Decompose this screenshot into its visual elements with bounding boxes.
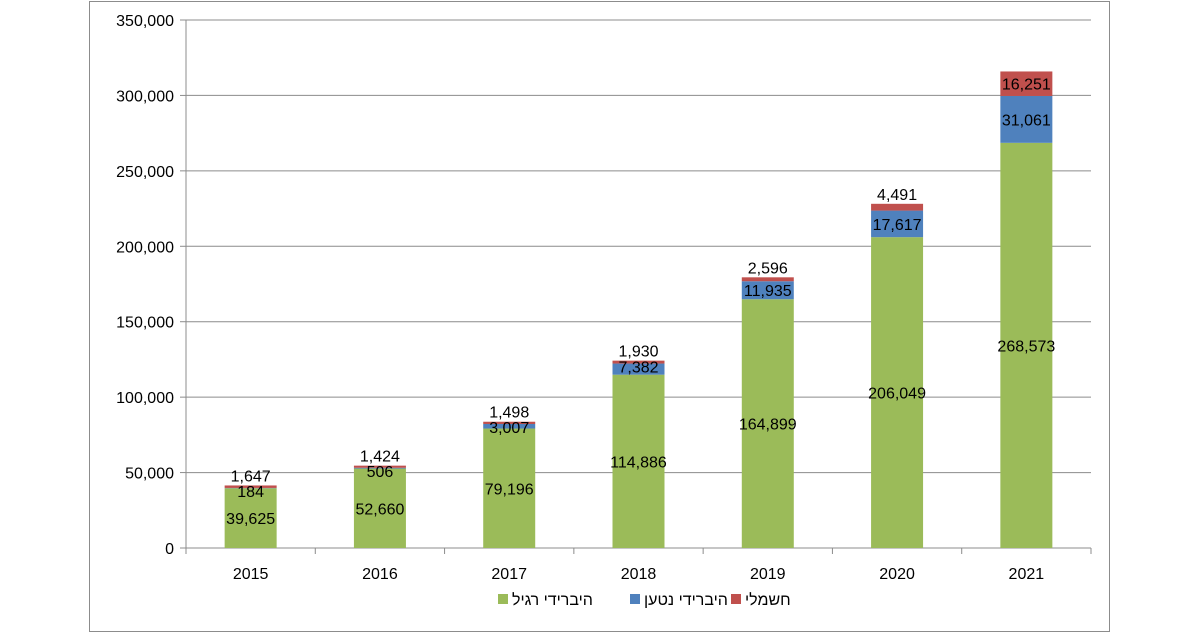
data-label: 164,899: [739, 417, 797, 434]
data-label: 2,596: [748, 260, 788, 277]
data-label: 39,625: [226, 511, 275, 528]
data-label: 17,617: [873, 217, 922, 234]
gridlines: [186, 19, 1091, 474]
y-tick-label: 200,000: [116, 239, 174, 256]
data-label: 1,498: [489, 405, 529, 422]
bar-segment: [612, 360, 665, 364]
x-tick-label: 2019: [750, 566, 786, 583]
y-tick-label: 50,000: [125, 466, 174, 483]
x-tick-label: 2015: [233, 566, 269, 583]
bar-segment: [871, 237, 924, 548]
legend-swatch: [731, 594, 741, 604]
data-label: 268,573: [997, 338, 1055, 355]
data-label: 1,424: [360, 449, 400, 466]
data-label: 79,196: [485, 481, 534, 498]
bar-segment: [483, 421, 536, 424]
bar-segment: [1000, 142, 1053, 548]
data-label: 184: [237, 484, 264, 501]
bar-segment: [1000, 71, 1053, 96]
x-tick-label: 2016: [362, 566, 398, 583]
y-tick-label: 350,000: [116, 13, 174, 30]
data-label: 3,007: [489, 420, 529, 437]
y-tick-label: 0: [165, 541, 174, 558]
bar-segment: [871, 203, 924, 211]
y-tick-label: 300,000: [116, 88, 174, 105]
data-labels: 39,6251841,64752,6605061,42479,1963,0071…: [226, 77, 1055, 528]
axes: 0 50,000 100,000 150,000 200,000 250,000 300,0…: [116, 13, 1092, 583]
stacked-bar-chart: 0 50,000 100,000 150,000 200,000 250,000 300,0…: [116, 13, 1092, 609]
bar-segment: [483, 428, 536, 548]
data-label: 114,886: [610, 454, 667, 471]
data-label: 16,251: [1002, 77, 1051, 94]
data-label: 7,382: [618, 360, 658, 377]
bar-segment: [1000, 95, 1053, 143]
legend: היברידי רגיל היברידי נטען חשמלי: [498, 591, 791, 609]
bar-segment: [741, 299, 794, 548]
data-label: 4,491: [877, 187, 917, 204]
x-tick-label: 2021: [1009, 566, 1045, 583]
data-label: 52,660: [355, 501, 404, 518]
bars: [224, 71, 1053, 548]
bar-segment: [224, 488, 277, 548]
bar-segment: [741, 277, 794, 282]
bar-segment: [612, 374, 665, 548]
y-tick-label: 250,000: [116, 164, 174, 181]
chart-frame: 0 50,000 100,000 150,000 200,000 250,000 300,0…: [89, 1, 1110, 632]
y-tick-label: 150,000: [116, 315, 174, 332]
legend-label: היברידי נטען: [644, 592, 728, 609]
data-label: 1,930: [618, 344, 658, 361]
data-label: 31,061: [1002, 112, 1051, 129]
bar-segment: [483, 423, 536, 429]
bar-segment: [741, 281, 794, 300]
bar-segment: [612, 363, 665, 375]
x-tick-label: 2017: [491, 566, 527, 583]
legend-label: חשמלי: [745, 591, 791, 609]
data-label: 206,049: [868, 386, 926, 403]
bar-segment: [871, 210, 924, 238]
legend-swatch: [630, 594, 640, 604]
bar-segment: [353, 465, 406, 468]
legend-swatch: [498, 594, 508, 604]
bar-segment: [353, 468, 406, 548]
x-tick-label: 2020: [879, 566, 915, 583]
data-label: 11,935: [744, 283, 792, 300]
legend-label: היברידי רגיל: [512, 591, 593, 609]
data-label: 506: [367, 464, 394, 481]
y-tick-label: 100,000: [116, 390, 174, 407]
bar-segment: [353, 467, 406, 469]
data-label: 1,647: [231, 468, 271, 485]
bar-segment: [224, 485, 277, 488]
x-tick-label: 2018: [621, 566, 657, 583]
